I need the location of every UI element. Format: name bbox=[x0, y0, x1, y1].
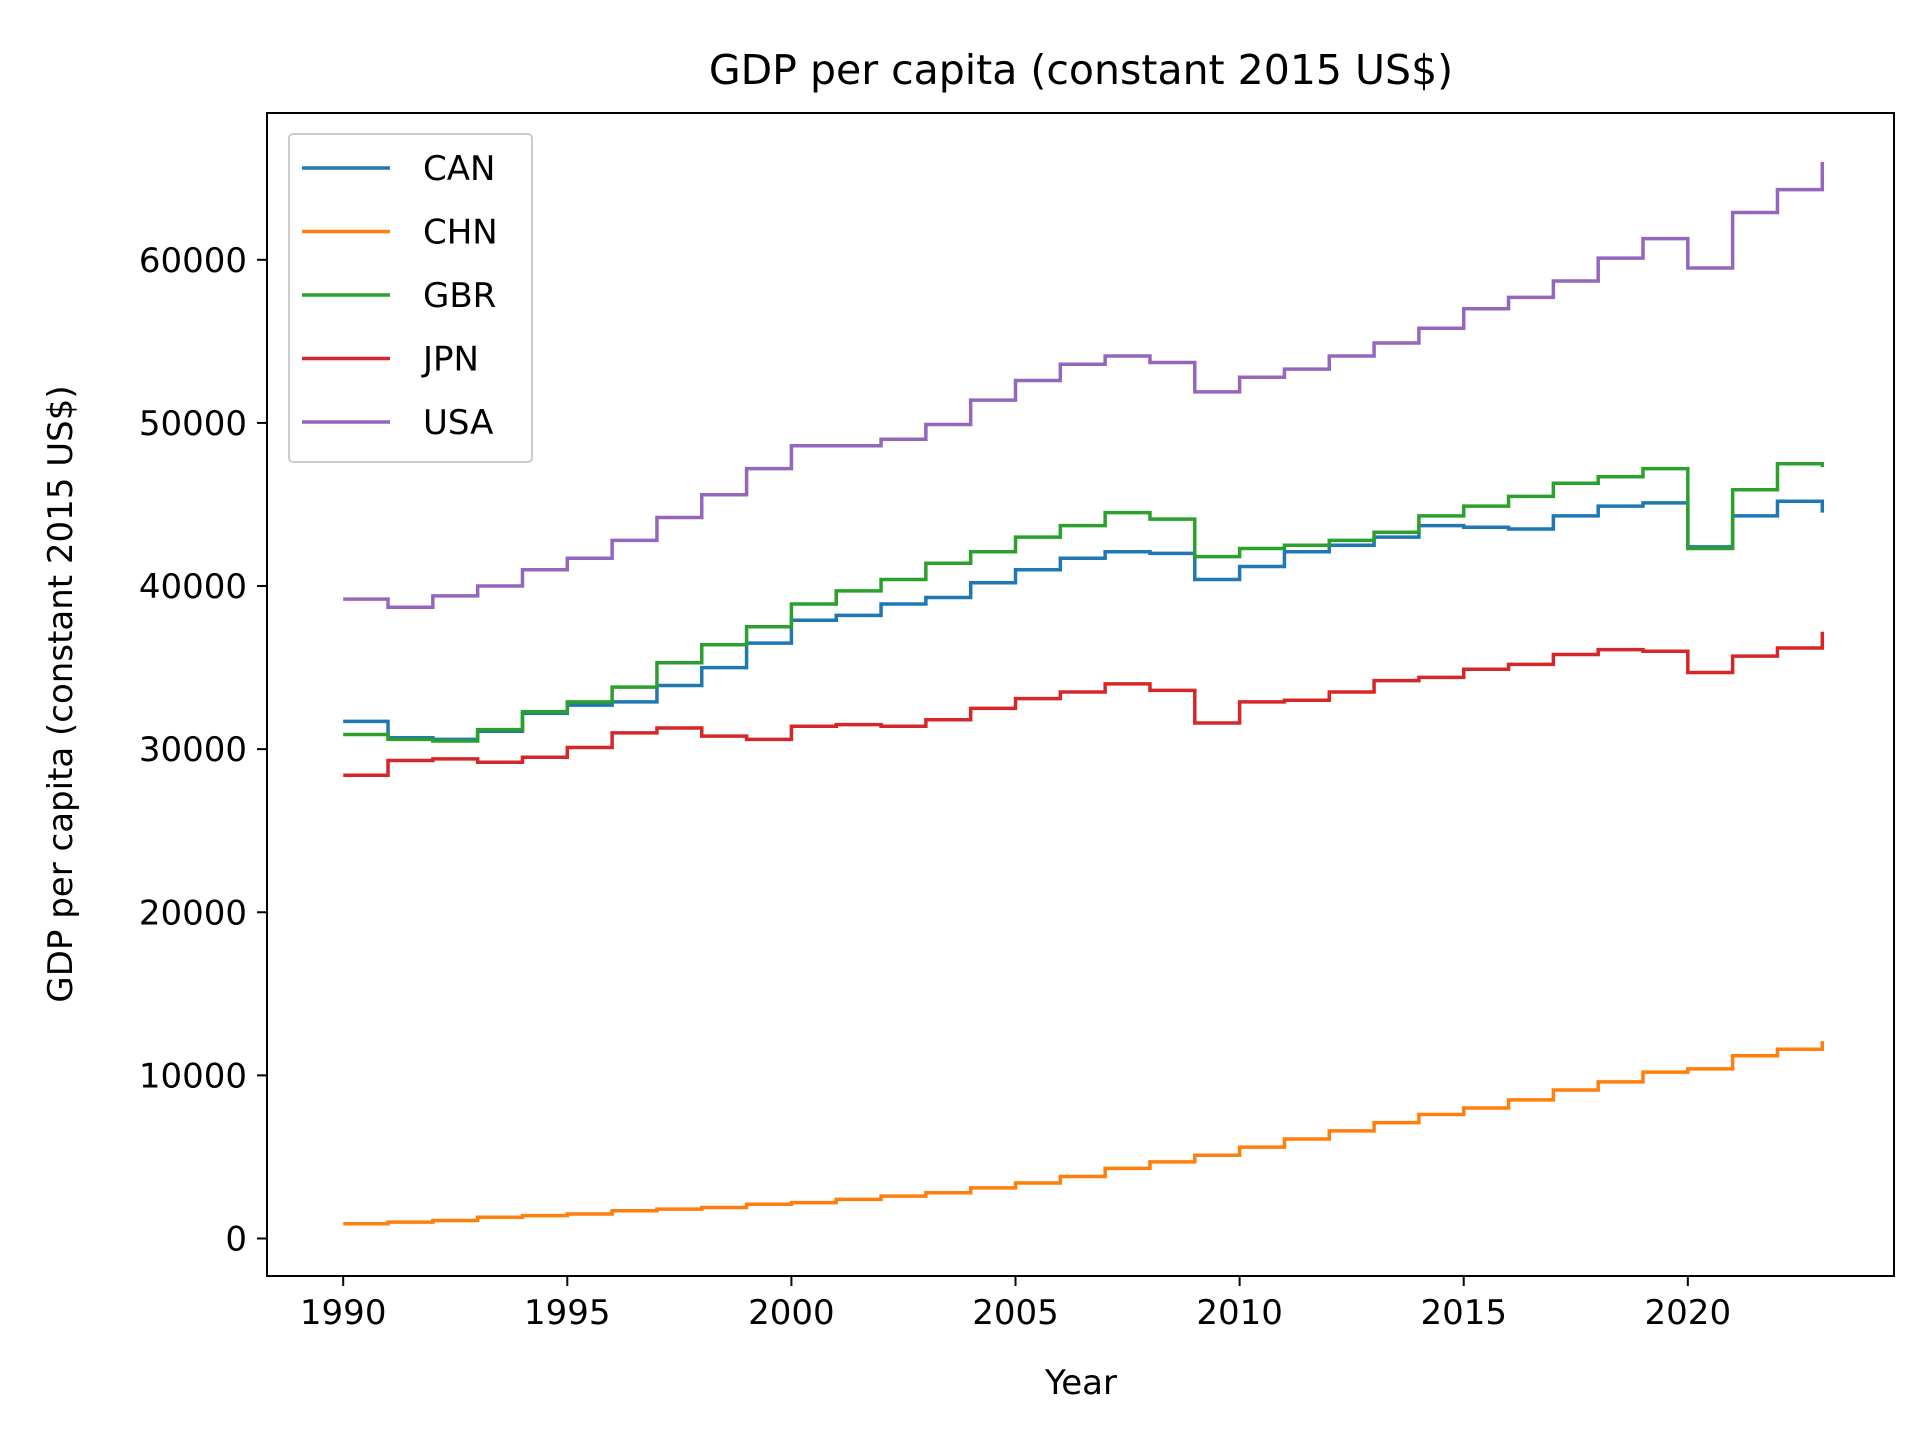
series-line-gbr bbox=[343, 461, 1825, 743]
legend-label-usa: USA bbox=[423, 403, 493, 443]
x-axis: 1990 1995 2000 2005 2010 2015 2020 bbox=[300, 1276, 1731, 1333]
series-line-usa bbox=[343, 161, 1825, 609]
x-tick-label: 2005 bbox=[972, 1293, 1059, 1333]
y-tick-label: 40000 bbox=[139, 567, 247, 607]
y-tick-label: 10000 bbox=[139, 1056, 247, 1096]
y-tick-label: 20000 bbox=[139, 893, 247, 933]
series-layer bbox=[343, 161, 1825, 1226]
y-axis: 0 10000 20000 30000 40000 50000 60000 bbox=[139, 241, 267, 1259]
x-tick-label: 1995 bbox=[524, 1293, 611, 1333]
x-tick-label: 2000 bbox=[748, 1293, 835, 1333]
x-axis-title: Year bbox=[1044, 1363, 1117, 1403]
series-line-can bbox=[343, 499, 1825, 742]
x-tick-label: 2020 bbox=[1645, 1293, 1732, 1333]
x-tick-label: 2010 bbox=[1196, 1293, 1283, 1333]
y-tick-label: 50000 bbox=[139, 404, 247, 444]
y-tick-label: 30000 bbox=[139, 730, 247, 770]
x-tick-label: 1990 bbox=[300, 1293, 387, 1333]
legend-label-chn: CHN bbox=[423, 213, 498, 253]
y-axis-title: GDP per capita (constant 2015 US$) bbox=[41, 385, 81, 1002]
plot-frame bbox=[266, 112, 1895, 1277]
legend-box bbox=[288, 133, 533, 463]
series-line-jpn bbox=[343, 631, 1825, 777]
legend-label-can: CAN bbox=[423, 149, 495, 189]
legend-label-jpn: JPN bbox=[421, 340, 479, 380]
y-tick-label: 60000 bbox=[139, 241, 247, 281]
legend-label-gbr: GBR bbox=[423, 276, 496, 316]
x-tick-label: 2015 bbox=[1420, 1293, 1507, 1333]
y-tick-label: 0 bbox=[225, 1219, 247, 1259]
chart-title: GDP per capita (constant 2015 US$) bbox=[709, 46, 1453, 94]
legend: CAN CHN GBR JPN USA bbox=[288, 133, 533, 463]
series-line-chn bbox=[343, 1041, 1825, 1226]
